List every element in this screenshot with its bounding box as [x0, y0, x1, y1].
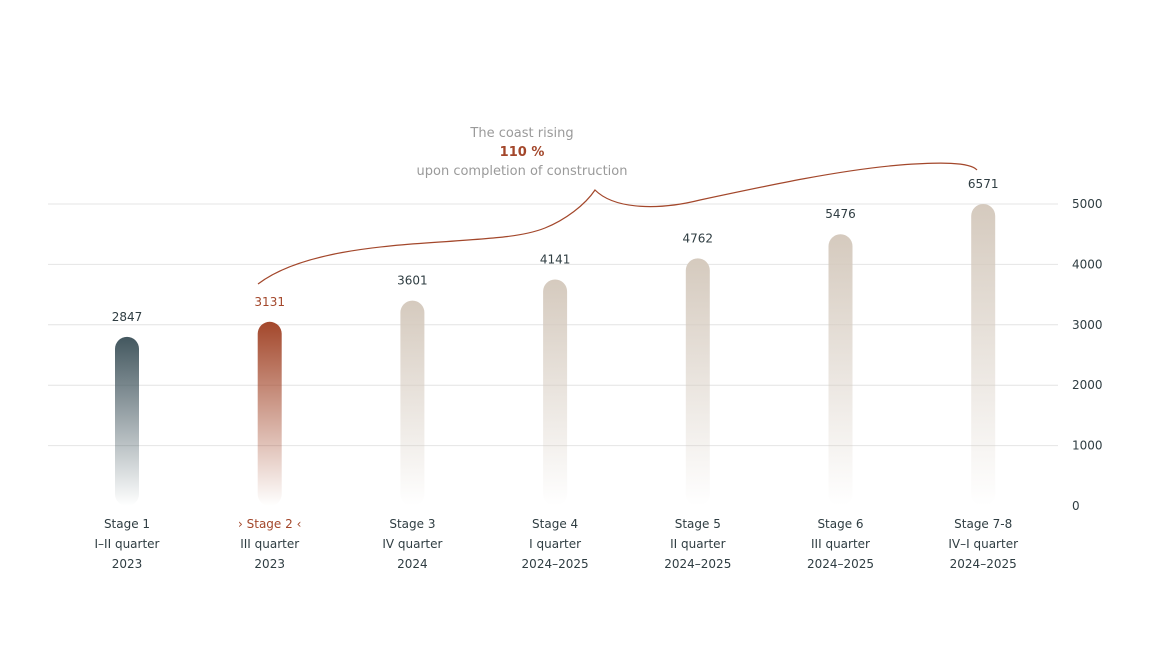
annotation-line1: The coast rising — [470, 126, 574, 141]
data-label: 4141 — [540, 253, 571, 267]
labels-layer: 2847 3131 3601 4141 4762 5476 6571 — [112, 177, 999, 324]
y-tick-label: 3000 — [1072, 318, 1103, 332]
bar — [685, 258, 710, 506]
y-tick-label: 2000 — [1072, 378, 1103, 392]
data-label: 4762 — [683, 231, 714, 245]
category-label: 2023 — [254, 557, 285, 571]
category-label: I–II quarter — [95, 537, 160, 551]
category-label: III quarter — [811, 537, 870, 551]
y-tick-label: 5000 — [1072, 197, 1103, 211]
category-label: Stage 3 — [389, 517, 435, 531]
category-label: Stage 6 — [817, 517, 863, 531]
data-label: 5476 — [825, 207, 856, 221]
category-labels: Stage 1 I–II quarter 2023 › Stage 2 ‹ III qu… — [95, 517, 1019, 571]
category-label: 2024–2025 — [664, 557, 731, 571]
data-label: 6571 — [968, 177, 999, 191]
bar — [400, 300, 425, 506]
category-label: III quarter — [240, 537, 299, 551]
category-label: › Stage 2 ‹ — [238, 517, 301, 531]
annotation: The coast rising 110 % upon completion o… — [372, 124, 672, 181]
data-label: 3131 — [254, 295, 285, 309]
bar — [828, 234, 853, 506]
bar — [257, 321, 282, 506]
data-label: 3601 — [397, 274, 428, 288]
bar — [971, 204, 996, 506]
category-label: 2023 — [112, 557, 143, 571]
annotation-curve — [257, 162, 978, 285]
category-label: Stage 1 — [104, 517, 150, 531]
category-label: 2024–2025 — [522, 557, 589, 571]
bar — [115, 336, 139, 506]
category-label: 2024–2025 — [950, 557, 1017, 571]
category-label: Stage 7-8 — [954, 517, 1012, 531]
category-label: Stage 5 — [675, 517, 721, 531]
category-label: 2024 — [397, 557, 428, 571]
y-tick-label: 4000 — [1072, 257, 1103, 271]
category-label: Stage 4 — [532, 517, 578, 531]
category-label: IV–I quarter — [948, 537, 1018, 551]
data-label: 2847 — [112, 310, 143, 324]
category-label: IV quarter — [382, 537, 442, 551]
annotation-line2: upon completion of construction — [416, 164, 628, 179]
category-label: I quarter — [529, 537, 581, 551]
bars-layer — [115, 204, 996, 506]
y-axis: 0 1000 2000 3000 4000 5000 — [1072, 197, 1103, 513]
category-label: 2024–2025 — [807, 557, 874, 571]
y-tick-label: 0 — [1072, 499, 1080, 513]
y-tick-label: 1000 — [1072, 439, 1103, 453]
annotation-percent: 110 % — [499, 145, 545, 160]
bar — [543, 279, 568, 506]
category-label: II quarter — [670, 537, 725, 551]
